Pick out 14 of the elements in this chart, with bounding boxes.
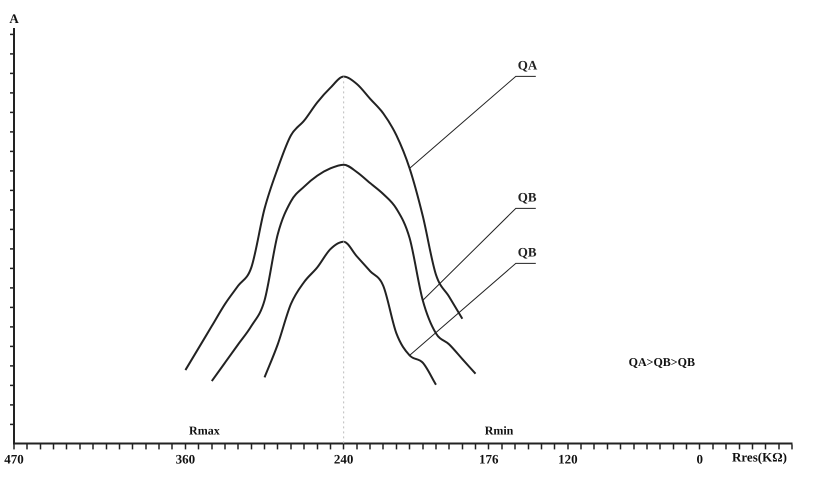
x-tick-label: 360 <box>176 452 196 467</box>
y-axis-title: A <box>9 10 20 26</box>
x-tick-label: 120 <box>558 452 578 467</box>
annotation: QA>QB>QB <box>628 354 695 369</box>
annotation: Rmax <box>189 423 220 438</box>
x-tick-label: 470 <box>4 452 24 467</box>
text: QB <box>518 190 537 205</box>
text: QB <box>518 244 537 260</box>
annotation: Rmin <box>484 423 514 438</box>
x-tick-label: 0 <box>696 452 703 467</box>
x-tick-label: 176 <box>478 452 499 467</box>
text: QA <box>518 58 538 73</box>
x-tick-label: 240 <box>334 452 354 467</box>
x-axis-title: Rres(KΩ) <box>732 449 787 464</box>
